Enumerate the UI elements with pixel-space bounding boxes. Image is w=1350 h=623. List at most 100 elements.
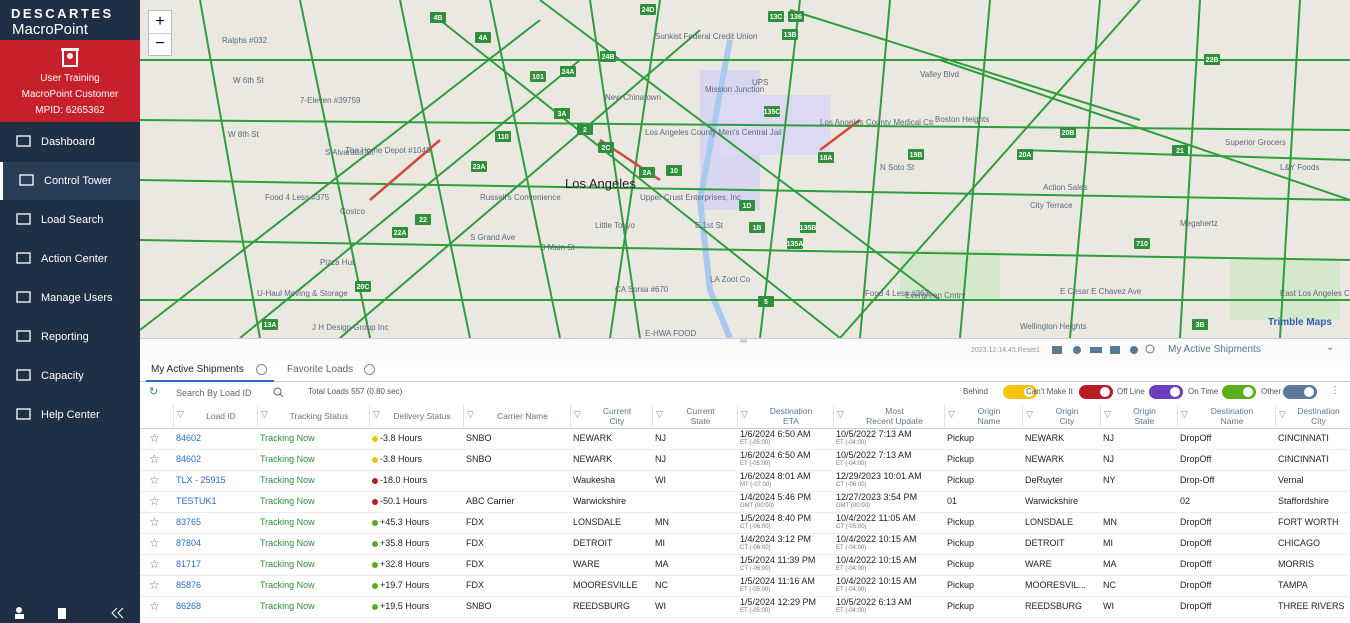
column-header[interactable]: ▽ Destination City (1275, 405, 1350, 427)
table-row[interactable]: ☆ 81717 Tracking Now +32.8 Hours FDX WARE MA 1/… (140, 554, 1350, 576)
favorite-star[interactable]: ☆ (149, 515, 160, 529)
table-row[interactable]: ☆ 83765 Tracking Now +45.3 Hours FDX LONSDALE… (140, 512, 1350, 534)
favorite-star[interactable]: ☆ (149, 452, 160, 466)
filter-toggle[interactable] (1079, 385, 1113, 399)
filter-toggle[interactable] (1222, 385, 1256, 399)
column-header[interactable]: ▽ Carrier Name (463, 405, 571, 427)
view-select[interactable]: My Active Shipments (1168, 344, 1261, 355)
view-select-caret[interactable]: ⌄ (1326, 342, 1335, 353)
load-id-link[interactable]: 81717 (176, 559, 202, 569)
zoom-out[interactable]: − (155, 35, 165, 52)
refresh-button[interactable]: ↻ (149, 386, 159, 398)
column-header[interactable]: ▽ Destination ETA (737, 405, 834, 427)
column-header[interactable]: ▽ Origin Name (944, 405, 1023, 427)
table-row[interactable]: ☆ 85876 Tracking Now +19.7 Hours FDX MOORESVI… (140, 575, 1350, 597)
favorite-star[interactable]: ☆ (149, 578, 160, 592)
filter-icon[interactable]: ▽ (177, 409, 184, 419)
column-header[interactable]: ▽ Origin City (1022, 405, 1101, 427)
load-id-link[interactable]: TLX - 25915 (176, 475, 226, 485)
filter-icon[interactable]: ▽ (1181, 409, 1188, 419)
map[interactable]: Los Angeles W 6th St W 8th St Valley Blvd Ne… (140, 0, 1350, 338)
filter-toggle[interactable] (1003, 385, 1037, 399)
column-header[interactable]: ▽ Most Recent Update (833, 405, 945, 427)
filter-icon[interactable]: ▽ (837, 409, 844, 419)
highway-shield (1192, 319, 1208, 330)
column-header[interactable]: ▽ Destination Name (1177, 405, 1276, 427)
filter-icon[interactable]: ▽ (656, 409, 663, 419)
favorite-star[interactable]: ☆ (149, 599, 160, 613)
nav-label: Action Center (41, 253, 108, 265)
highway-shield (640, 4, 656, 15)
zoom-in[interactable]: + (149, 11, 171, 34)
column-header[interactable]: ▽ Current City (570, 405, 653, 427)
nav-item[interactable]: Control Tower (0, 162, 143, 200)
tab[interactable]: My Active Shipments (146, 360, 274, 382)
filter-icon[interactable]: ▽ (948, 409, 955, 419)
column-header[interactable]: ▽ Tracking Status (257, 405, 370, 427)
filter-icon[interactable]: ▽ (467, 409, 474, 419)
load-id-link[interactable]: 84602 (176, 454, 202, 464)
load-id-link[interactable]: 85876 (176, 580, 202, 590)
resize-handle[interactable]: ═ (740, 336, 748, 347)
time-zone: ET (-05:00) (740, 608, 771, 614)
highway-shield (600, 51, 616, 62)
favorite-star[interactable]: ☆ (149, 494, 160, 508)
map-label: N Soto St (880, 163, 915, 172)
favorite-star[interactable]: ☆ (149, 473, 160, 487)
filter-toggle[interactable] (1283, 385, 1317, 399)
delivery-status: -18.0 Hours (380, 475, 428, 485)
table-row[interactable]: ☆ TLX - 25915 Tracking Now -18.0 Hours Wauke… (140, 470, 1350, 492)
filter-icon[interactable]: ▽ (1104, 409, 1111, 419)
more-menu[interactable]: ⋮ (1330, 385, 1340, 396)
tab[interactable]: Favorite Loads (282, 360, 382, 380)
table-row[interactable]: ☆ 87804 Tracking Now +35.8 Hours FDX DETROIT M… (140, 533, 1350, 555)
nav-item[interactable]: Manage Users (0, 279, 140, 317)
header-text: Origin (1133, 406, 1156, 416)
table-row[interactable]: ☆ 84602 Tracking Now -3.8 Hours SNBO NEWARK NJ… (140, 428, 1350, 450)
filter-icon[interactable]: ▽ (261, 409, 268, 419)
favorite-star[interactable]: ☆ (149, 536, 160, 550)
load-id-link[interactable]: 86268 (176, 601, 202, 611)
load-id-link[interactable]: 87804 (176, 538, 202, 548)
nav-item[interactable]: Load Search (0, 201, 140, 239)
delivery-status: +32.8 Hours (380, 559, 430, 569)
nav-item[interactable]: Dashboard (0, 123, 140, 161)
map-tool-icons[interactable] (1052, 344, 1162, 356)
map-label: Valley Blvd (920, 70, 959, 79)
nav-item[interactable]: Action Center (0, 240, 140, 278)
tab-close[interactable] (364, 364, 375, 375)
status-dot (372, 562, 378, 568)
filter-icon[interactable]: ▽ (574, 409, 581, 419)
load-id-link[interactable]: 83765 (176, 517, 202, 527)
highway-shield-label: 24D (642, 7, 655, 14)
column-header[interactable]: ▽ Load ID (173, 405, 258, 427)
version: 2023.12.14.45.Reset1 (971, 347, 1040, 354)
sidebar-footer-icons[interactable] (14, 606, 134, 620)
highway-shield (782, 29, 798, 40)
table-row[interactable]: ☆ 84602 Tracking Now -3.8 Hours SNBO NEWARK NJ… (140, 449, 1350, 471)
filter-label: Can't Make It (1026, 387, 1073, 396)
search-icon[interactable] (273, 387, 284, 398)
filter-icon[interactable]: ▽ (373, 409, 380, 419)
load-id-link[interactable]: TESTUK1 (176, 496, 217, 506)
nav-item[interactable]: Reporting (0, 318, 140, 356)
table-row[interactable]: ☆ 86268 Tracking Now +19.5 Hours SNBO REEDSBU… (140, 596, 1350, 618)
filter-icon[interactable]: ▽ (741, 409, 748, 419)
column-header[interactable]: ▽ Current State (652, 405, 738, 427)
load-id-link[interactable]: 84602 (176, 433, 202, 443)
filter-icon[interactable]: ▽ (1279, 409, 1286, 419)
table-row[interactable]: ☆ TESTUK1 Tracking Now -50.1 Hours ABC Carri… (140, 491, 1350, 513)
column-header[interactable]: ▽ Delivery Status (369, 405, 464, 427)
tab-close[interactable] (256, 364, 267, 375)
filter-icon[interactable]: ▽ (1026, 409, 1033, 419)
filter-toggle[interactable] (1149, 385, 1183, 399)
favorite-star[interactable]: ☆ (149, 557, 160, 571)
account-box: User Training MacroPoint Customer MPID: … (0, 40, 140, 122)
favorite-star[interactable]: ☆ (149, 431, 160, 445)
nav-item[interactable]: Capacity (0, 357, 140, 395)
map-label: Upper Crust Enterprises, Inc (640, 193, 741, 202)
search-input[interactable]: Search By Load ID (176, 388, 252, 398)
column-header[interactable]: ▽ Origin State (1100, 405, 1178, 427)
nav-item[interactable]: Help Center (0, 396, 140, 434)
